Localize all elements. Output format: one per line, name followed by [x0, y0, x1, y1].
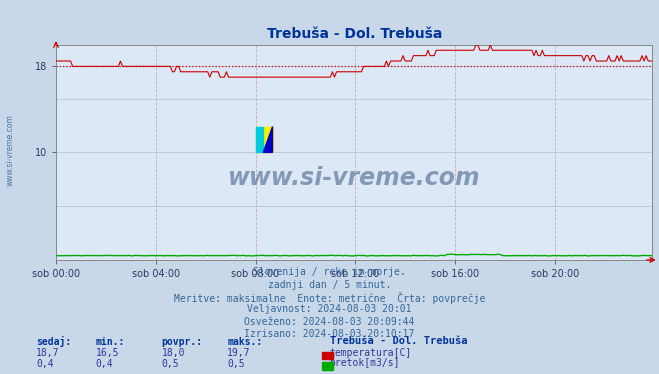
Text: 0,4: 0,4 [96, 359, 113, 369]
Bar [256, 127, 264, 153]
Text: 0,5: 0,5 [227, 359, 245, 369]
Text: Slovenija / reke in morje.: Slovenija / reke in morje. [253, 267, 406, 278]
Text: zadnji dan / 5 minut.: zadnji dan / 5 minut. [268, 280, 391, 290]
Text: 0,5: 0,5 [161, 359, 179, 369]
Text: 19,7: 19,7 [227, 348, 251, 358]
Polygon shape [264, 127, 273, 153]
Text: 18,0: 18,0 [161, 348, 185, 358]
Text: www.si-vreme.com: www.si-vreme.com [228, 166, 480, 190]
Text: sedaj:: sedaj: [36, 336, 71, 347]
Text: 18,7: 18,7 [36, 348, 60, 358]
Text: min.:: min.: [96, 337, 125, 347]
Text: Osveženo: 2024-08-03 20:09:44: Osveženo: 2024-08-03 20:09:44 [244, 317, 415, 327]
Text: www.si-vreme.com: www.si-vreme.com [5, 114, 14, 186]
Text: Meritve: maksimalne  Enote: metrične  Črta: povprečje: Meritve: maksimalne Enote: metrične Črta… [174, 292, 485, 304]
Text: pretok[m3/s]: pretok[m3/s] [330, 358, 400, 368]
Text: 16,5: 16,5 [96, 348, 119, 358]
Text: povpr.:: povpr.: [161, 337, 202, 347]
Text: Veljavnost: 2024-08-03 20:01: Veljavnost: 2024-08-03 20:01 [247, 304, 412, 315]
Text: maks.:: maks.: [227, 337, 262, 347]
Text: Trebuša - Dol. Trebuša: Trebuša - Dol. Trebuša [330, 336, 467, 346]
Text: temperatura[C]: temperatura[C] [330, 347, 412, 358]
Text: 0,4: 0,4 [36, 359, 54, 369]
Title: Trebuša - Dol. Trebuša: Trebuša - Dol. Trebuša [266, 27, 442, 41]
Text: Izrisano: 2024-08-03 20:10:17: Izrisano: 2024-08-03 20:10:17 [244, 329, 415, 339]
Bar [256, 127, 273, 153]
